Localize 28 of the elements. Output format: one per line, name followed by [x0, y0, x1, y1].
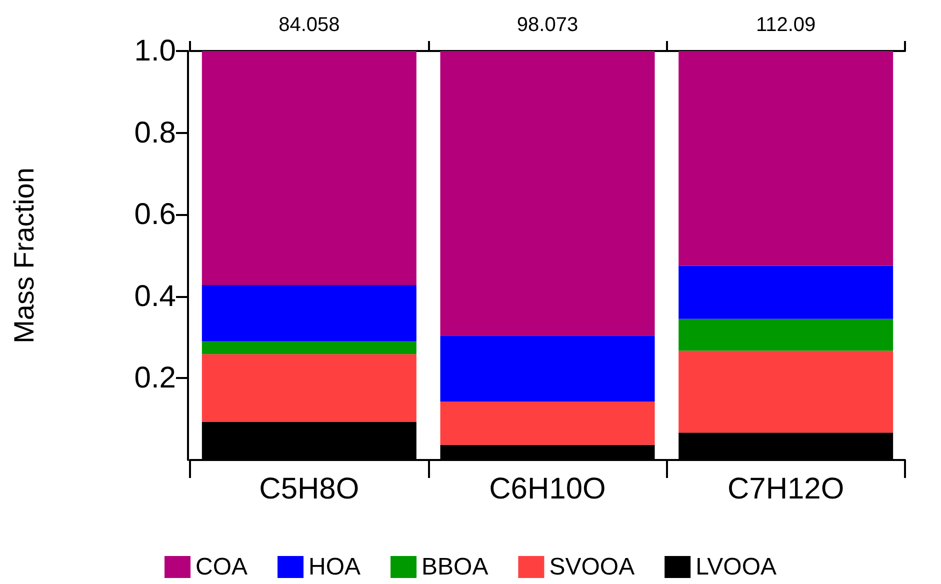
- bar: [202, 284, 416, 342]
- x-tick-label: C7H12O: [727, 472, 844, 506]
- bar: [678, 350, 894, 433]
- legend-label: COA: [196, 554, 248, 580]
- y-tick-label: 0.8: [134, 116, 176, 150]
- bar: [678, 266, 894, 319]
- text: 84.058: [278, 14, 340, 36]
- y-tick-label: 1.0: [134, 34, 176, 68]
- bar: [440, 402, 655, 445]
- text: 112.09: [756, 14, 816, 36]
- y-tick-label: 0.6: [134, 198, 176, 232]
- legend-label: BBOA: [422, 554, 488, 580]
- bar: [678, 318, 894, 351]
- y-tick-label: 0.2: [134, 362, 176, 395]
- legend-label: LVOOA: [696, 554, 776, 580]
- y-tick-label: 0.4: [134, 280, 176, 313]
- x-tick-label: C5H8O: [259, 472, 360, 506]
- bar: [440, 336, 655, 402]
- bar: [202, 354, 416, 422]
- bar: [678, 51, 894, 266]
- bar: [202, 51, 416, 285]
- x-tick-label: C6H10O: [489, 472, 606, 506]
- text: 98.073: [516, 14, 578, 36]
- bar: [202, 341, 416, 354]
- legend-label: SVOOA: [549, 554, 635, 580]
- bar: [440, 51, 655, 336]
- y-axis-title: Mass Fraction: [8, 168, 40, 344]
- legend-label: HOA: [308, 554, 361, 580]
